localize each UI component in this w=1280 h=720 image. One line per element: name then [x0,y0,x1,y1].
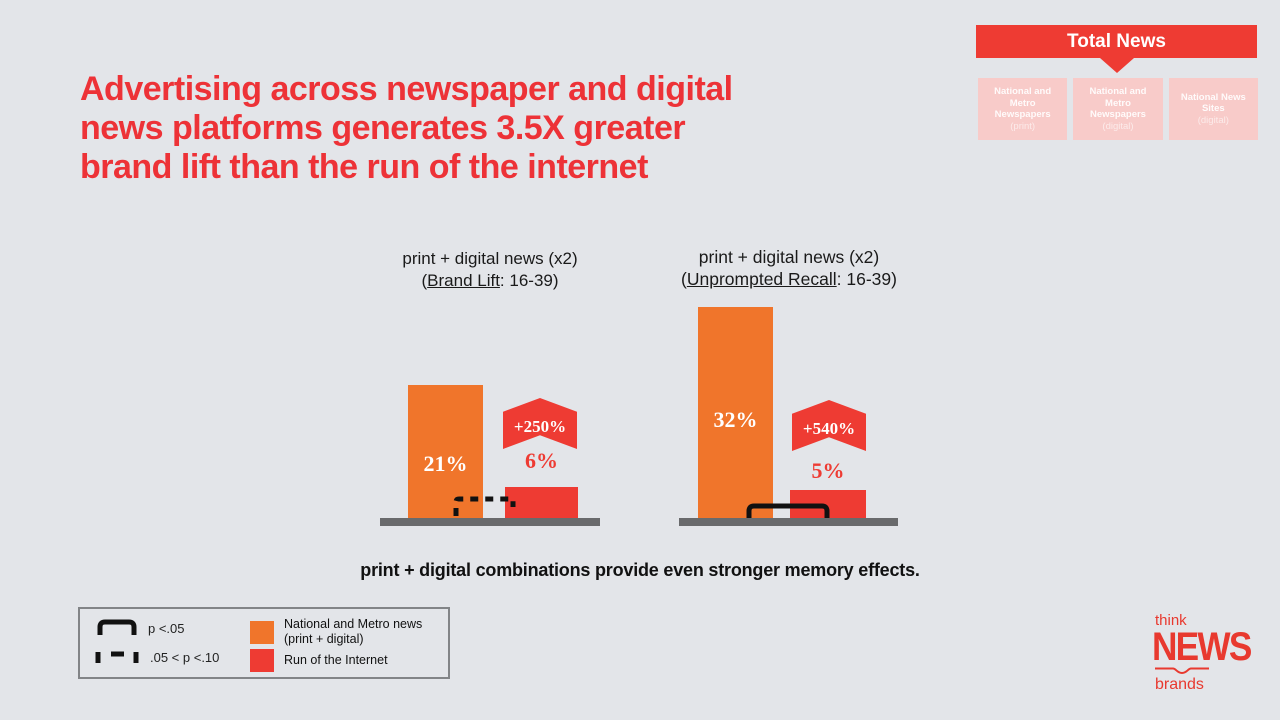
red-swatch [250,649,274,672]
chart-baseline [380,518,600,526]
legend-sig-dashed: .05 < p <.10 [94,649,219,665]
solid-bracket-icon [97,619,137,635]
legend-sig-solid: p <.05 [96,619,185,637]
title-line-1: Advertising across newspaper and digital [80,70,733,108]
legend-series-label: National and Metro news (print + digital… [284,617,423,646]
total-news-banner: Total News [976,25,1257,58]
legend-series-red: Run of the Internet [250,649,388,672]
total-news-arrow-icon [1100,58,1134,73]
total-news-boxes: National and Metro Newspapers (print) Na… [978,78,1258,140]
logo-brands: brands [1155,676,1204,693]
page-title: Advertising across newspaper and digital… [80,70,880,187]
box-qualifier: (digital) [1197,114,1229,126]
legend-sig-label: p <.05 [148,620,185,636]
title-line-3: brand lift than the run of the internet [80,148,648,186]
uplift-badge: +250% [503,398,577,449]
orange-bar: 32% [698,307,773,518]
brand-lift-chart: print + digital news (x2) (Brand Lift: 1… [380,248,600,533]
legend-series-label: Run of the Internet [284,653,388,667]
logo-news: NEWS [1152,625,1252,669]
box-name: National and Metro Newspapers [994,86,1052,120]
box-qualifier: (print) [1010,120,1036,132]
chart-title-line1: print + digital news (x2) [698,247,880,267]
bar-value: 32% [713,407,758,432]
legend-box: p <.05 .05 < p <.10 National and Metro n… [78,607,450,679]
box-name: National and Metro Newspapers [1089,86,1147,120]
box-qualifier: (digital) [1102,120,1134,132]
think-news-brands-logo: think NEWS brands [1152,612,1262,694]
chart-title: print + digital news (x2) (Unprompted Re… [639,246,939,290]
logo-wave-icon [1155,667,1209,675]
red-bar [505,487,578,518]
unprompted-recall-chart: print + digital news (x2) (Unprompted Re… [679,246,899,531]
chart-metric: Unprompted Recall [686,269,837,289]
title-line-2: news platforms generates 3.5X greater [80,109,686,147]
chart-title-line2: (Unprompted Recall: 16-39) [681,269,897,289]
total-news-box-digital: National and Metro Newspapers (digital) [1073,78,1163,140]
orange-swatch [250,620,274,644]
chart-title-line1: print + digital news (x2) [402,249,578,268]
chart-metric: Brand Lift [427,271,500,290]
chart-baseline [679,518,898,526]
legend-series-orange: National and Metro news (print + digital… [250,617,422,647]
box-name: National News Sites [1180,91,1246,115]
bar-value: 6% [525,448,558,473]
uplift-badge: +540% [792,400,866,451]
significance-bracket-solid [746,503,830,520]
chart-title-line2: (Brand Lift: 16-39) [421,271,559,290]
bar-value: 21% [423,451,468,476]
total-news-box-sites: National News Sites (digital) [1168,78,1258,140]
orange-bar: 21% [408,385,483,518]
bar-value: 5% [811,458,845,483]
chart-title: print + digital news (x2) (Brand Lift: 1… [340,248,640,292]
legend-sig-label: .05 < p <.10 [150,649,220,665]
footer-message: print + digital combinations provide eve… [360,560,920,580]
dashed-bracket-icon [95,651,139,663]
significance-bracket-dashed [453,496,516,516]
total-news-box-print: National and Metro Newspapers (print) [978,78,1068,140]
logo-think: think [1155,612,1187,629]
